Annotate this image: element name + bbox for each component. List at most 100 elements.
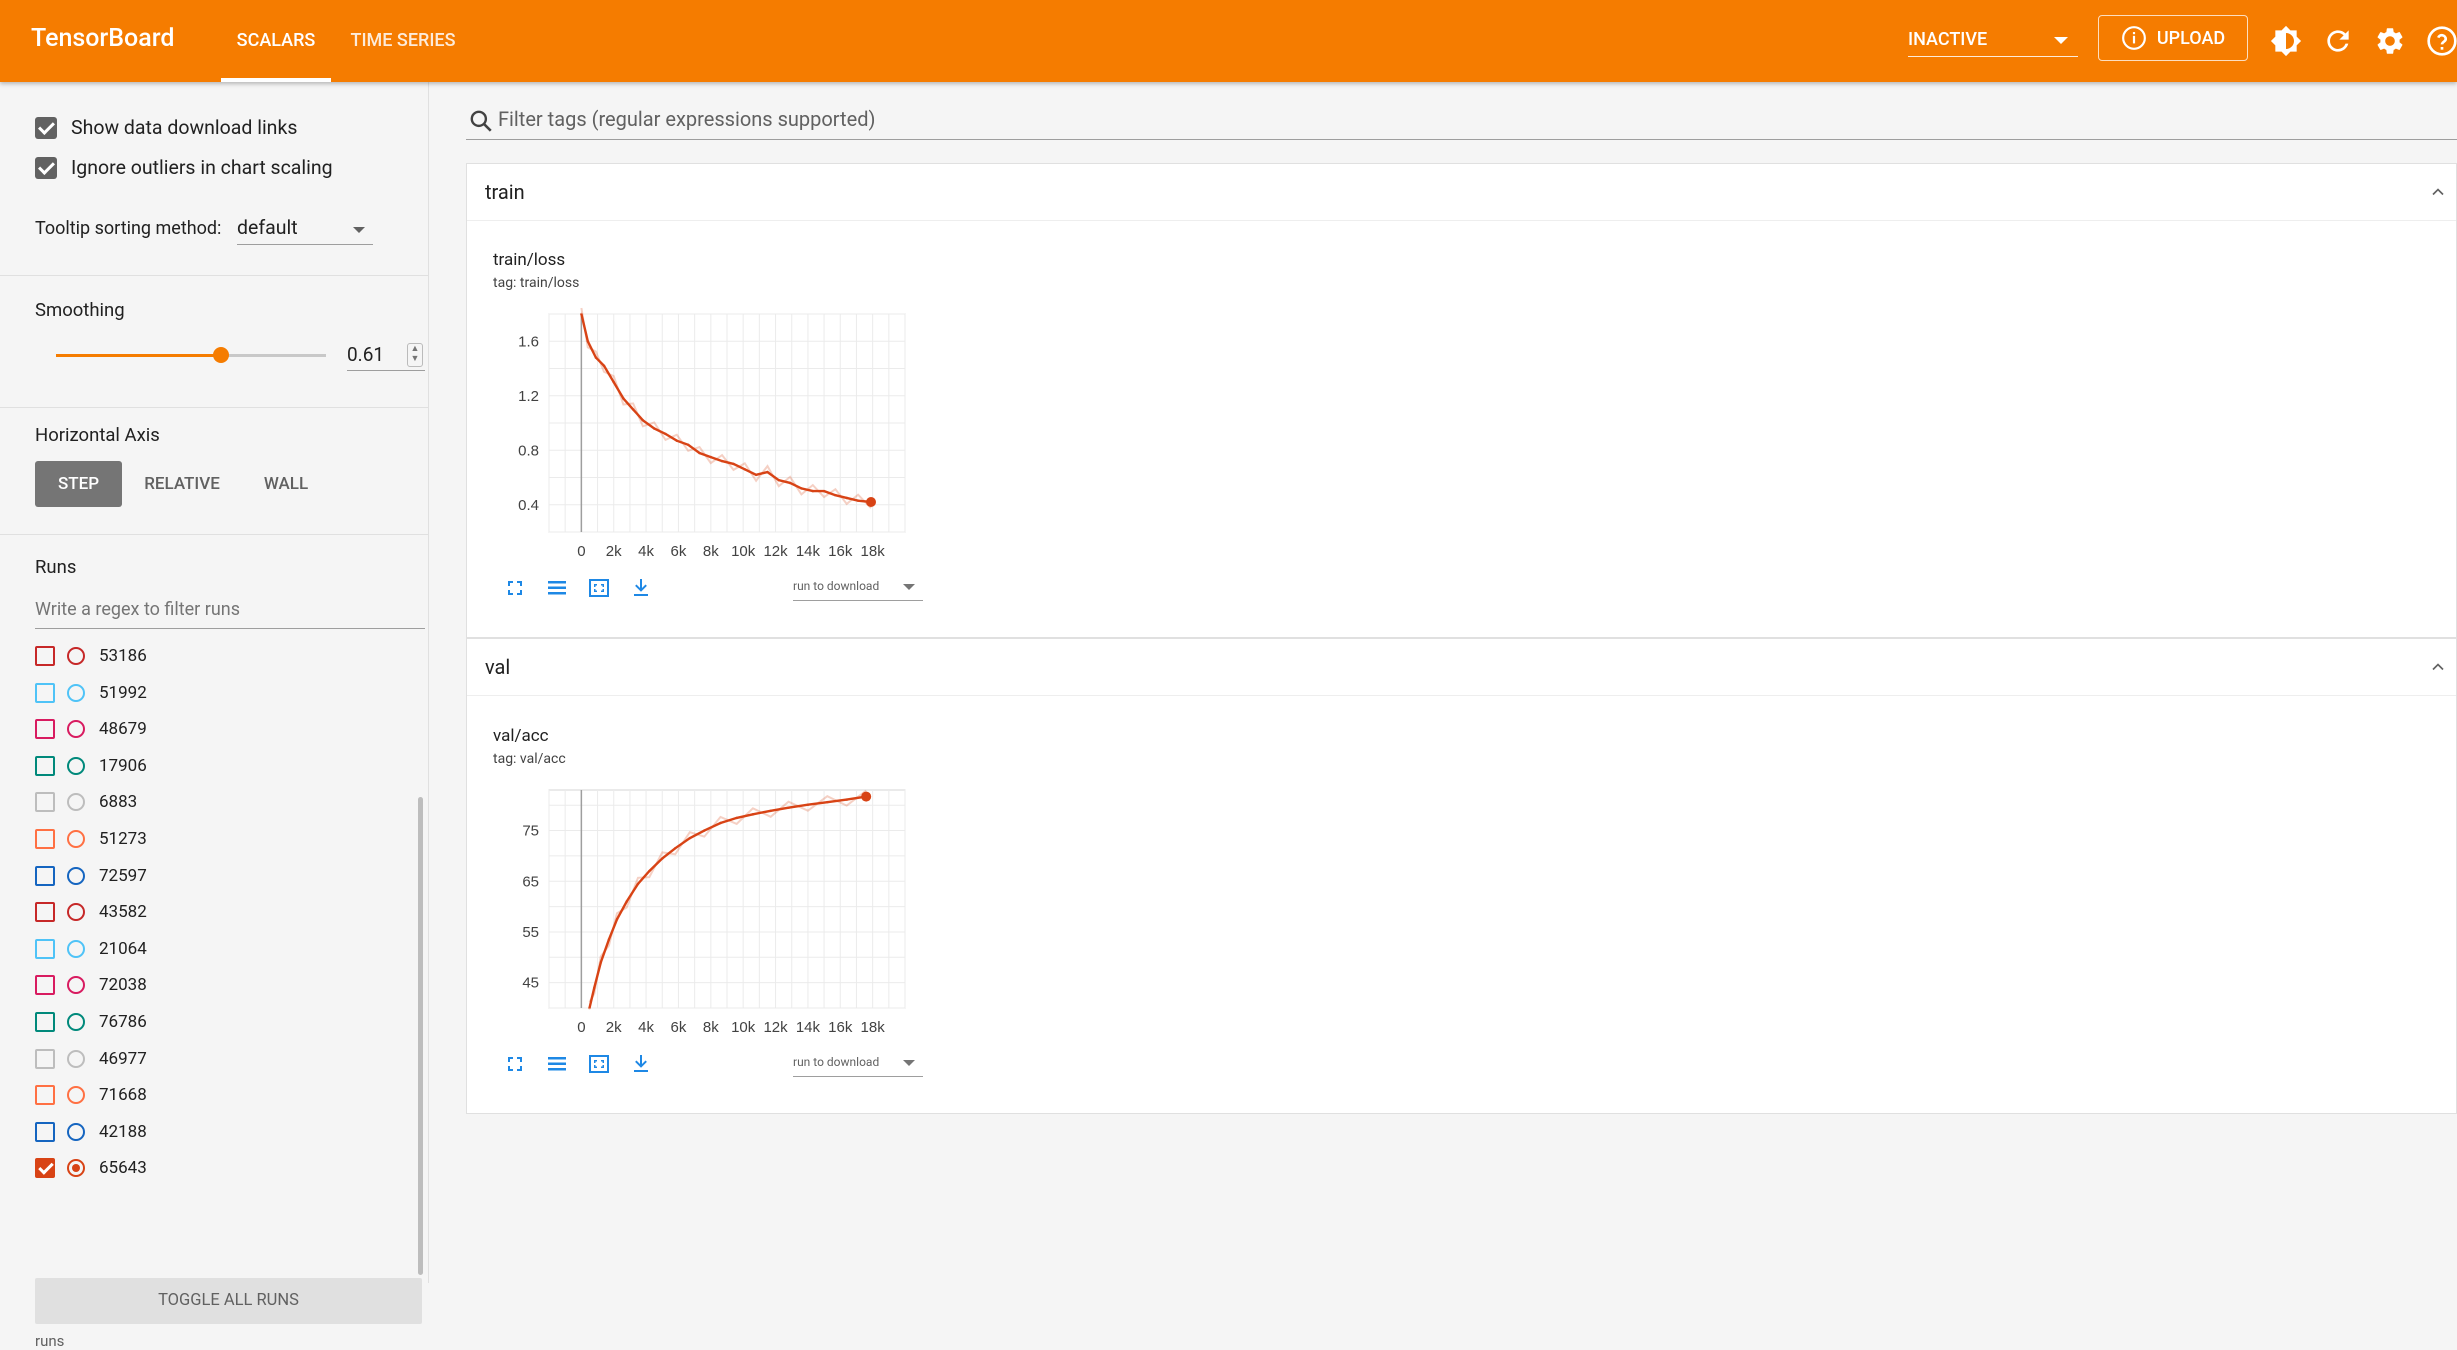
slider-thumb[interactable] (212, 347, 229, 363)
run-checkbox[interactable] (35, 755, 55, 776)
run-item[interactable]: 46977 (35, 1043, 147, 1075)
help-icon[interactable] (2426, 25, 2457, 57)
run-download-select[interactable]: run to download (793, 1050, 923, 1077)
val-acc-chart[interactable]: 0 2k 4k 6k 8k 10k 12k 14k 16k 18k 45 55 65 75 (487, 780, 907, 1038)
run-name: 51992 (99, 682, 147, 703)
run-state-select[interactable]: INACTIVE (1908, 24, 2078, 57)
run-list: 53186 51992 48679 17906 6883 51273 72597 43582 2… (35, 640, 415, 1284)
tab-scalars[interactable]: SCALARS (221, 0, 331, 82)
chevron-up-icon[interactable] (2428, 182, 2448, 202)
x-tick-label: 8k (703, 543, 719, 560)
run-item[interactable]: 17906 (35, 750, 147, 782)
run-checkbox[interactable] (35, 1085, 55, 1106)
run-item[interactable]: 76786 (35, 1006, 147, 1038)
run-item[interactable]: 48679 (35, 713, 147, 745)
y-tick-label: 1.2 (518, 388, 539, 405)
brightness-icon[interactable] (2270, 25, 2302, 57)
train-loss-chart[interactable]: 0 2k 4k 6k 8k 10k 12k 14k 16k 18k 0.4 0.8 1.2 1.6 (487, 304, 907, 562)
fit-domain-icon[interactable] (587, 576, 611, 600)
app-title[interactable]: TensorBoard (31, 24, 175, 53)
run-checkbox[interactable] (35, 975, 55, 996)
run-radio[interactable] (67, 1086, 85, 1105)
run-radio[interactable] (67, 720, 85, 739)
series-end-marker (866, 497, 877, 508)
run-checkbox[interactable] (35, 792, 55, 813)
run-item[interactable]: 65643 (35, 1152, 147, 1184)
run-item[interactable]: 42188 (35, 1116, 147, 1148)
tooltip-sorting-select[interactable]: default (237, 214, 373, 245)
run-item[interactable]: 71668 (35, 1079, 147, 1111)
run-item[interactable]: 51273 (35, 823, 147, 855)
refresh-icon[interactable] (2322, 25, 2354, 57)
fit-domain-icon[interactable] (587, 1052, 611, 1076)
data-point (703, 829, 706, 832)
run-radio[interactable] (67, 830, 85, 848)
run-radio[interactable] (67, 976, 85, 995)
data-point (698, 451, 701, 455)
axis-wall-button[interactable]: WALL (263, 474, 309, 494)
data-point (586, 339, 590, 343)
run-checkbox[interactable] (35, 865, 55, 886)
run-radio[interactable] (67, 1122, 85, 1141)
ignore-outliers-option[interactable]: Ignore outliers in chart scaling (35, 156, 333, 179)
toggle-log-scale-icon[interactable] (545, 576, 569, 600)
run-checkbox[interactable] (35, 646, 55, 666)
run-checkbox[interactable] (35, 1121, 55, 1142)
run-checkbox[interactable] (35, 719, 55, 740)
axis-relative-button[interactable]: RELATIVE (144, 474, 220, 494)
axis-step-button[interactable]: STEP (35, 461, 122, 507)
run-checkbox[interactable] (35, 829, 55, 849)
run-item[interactable]: 51992 (35, 677, 147, 709)
run-item[interactable]: 43582 (35, 896, 147, 928)
run-download-select[interactable]: run to download (793, 574, 923, 601)
spinner-icon[interactable]: ▲ ▼ (407, 343, 423, 367)
smoothing-input[interactable]: 0.61 ▲ ▼ (347, 340, 425, 371)
run-checkbox[interactable] (35, 1048, 55, 1069)
run-checkbox[interactable] (35, 1158, 55, 1179)
run-item[interactable]: 53186 (35, 640, 147, 672)
toggle-all-runs-button[interactable]: TOGGLE ALL RUNS (35, 1278, 422, 1324)
fullscreen-icon[interactable] (503, 1052, 527, 1076)
run-radio[interactable] (67, 793, 85, 812)
data-point (751, 813, 755, 816)
data-point (856, 499, 860, 502)
checkbox-checked-icon[interactable] (35, 116, 57, 139)
run-radio[interactable] (67, 1159, 85, 1178)
run-item[interactable]: 21064 (35, 933, 147, 965)
run-filter-input[interactable]: Write a regex to filter runs (35, 592, 425, 629)
run-radio[interactable] (67, 939, 85, 958)
checkbox-checked-icon[interactable] (35, 156, 57, 179)
series-line (580, 313, 872, 504)
run-radio[interactable] (67, 683, 85, 702)
run-radio[interactable] (67, 756, 85, 775)
run-item[interactable]: 72038 (35, 969, 147, 1001)
upload-button[interactable]: UPLOAD (2098, 15, 2248, 61)
run-radio[interactable] (67, 647, 85, 665)
toggle-log-scale-icon[interactable] (545, 1052, 569, 1076)
chart-title: train/loss (493, 250, 566, 270)
run-checkbox[interactable] (35, 1012, 55, 1032)
run-radio[interactable] (67, 866, 85, 885)
run-item[interactable]: 6883 (35, 786, 137, 818)
show-download-links-option[interactable]: Show data download links (35, 116, 297, 139)
data-point (580, 312, 583, 316)
run-checkbox[interactable] (35, 682, 55, 703)
download-icon[interactable] (629, 576, 653, 600)
run-radio[interactable] (67, 1013, 85, 1031)
data-point (664, 432, 667, 436)
download-icon[interactable] (629, 1052, 653, 1076)
smoothing-slider[interactable] (56, 347, 326, 363)
run-radio[interactable] (67, 1049, 85, 1068)
scrollbar[interactable] (418, 797, 423, 1275)
fullscreen-icon[interactable] (503, 576, 527, 600)
run-item[interactable]: 72597 (35, 860, 147, 892)
tab-time-series[interactable]: TIME SERIES (350, 30, 456, 51)
run-checkbox[interactable] (35, 938, 55, 959)
filter-tags-input[interactable]: Filter tags (regular expressions support… (466, 101, 2457, 140)
group-header[interactable]: val (467, 639, 2456, 696)
group-header[interactable]: train (467, 164, 2456, 221)
run-radio[interactable] (67, 903, 85, 922)
run-checkbox[interactable] (35, 902, 55, 923)
settings-icon[interactable] (2374, 25, 2406, 57)
chevron-up-icon[interactable] (2428, 657, 2448, 677)
